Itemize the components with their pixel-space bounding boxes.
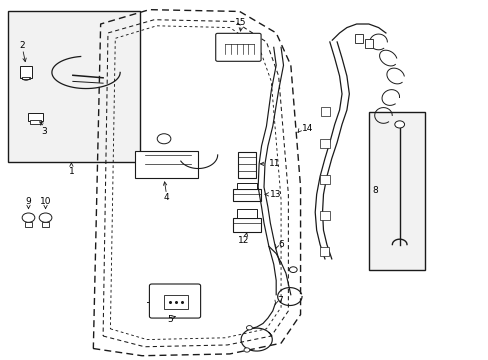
Text: 14: 14 xyxy=(301,123,312,132)
Text: 15: 15 xyxy=(235,18,246,27)
Bar xyxy=(354,34,362,42)
Text: 6: 6 xyxy=(278,240,284,249)
Bar xyxy=(42,222,49,227)
Bar xyxy=(27,113,43,121)
Bar xyxy=(320,107,329,116)
Text: 2: 2 xyxy=(20,41,25,50)
Bar xyxy=(237,183,256,189)
Bar xyxy=(319,247,329,256)
Bar xyxy=(233,189,260,201)
Bar xyxy=(320,139,329,148)
Text: 12: 12 xyxy=(238,237,249,246)
Text: 9: 9 xyxy=(25,197,31,206)
Circle shape xyxy=(289,267,297,273)
Circle shape xyxy=(157,134,170,144)
Circle shape xyxy=(244,348,249,352)
Bar xyxy=(30,120,41,125)
Bar xyxy=(238,152,255,178)
Bar xyxy=(8,12,140,162)
Text: 10: 10 xyxy=(40,197,51,206)
Text: 8: 8 xyxy=(371,186,377,195)
Bar xyxy=(20,66,32,78)
Bar xyxy=(237,209,256,218)
Circle shape xyxy=(39,213,52,222)
Bar xyxy=(368,112,424,270)
Circle shape xyxy=(246,325,252,330)
FancyBboxPatch shape xyxy=(149,284,200,318)
Bar xyxy=(320,175,329,184)
Bar xyxy=(233,218,260,232)
Bar xyxy=(319,211,329,220)
FancyBboxPatch shape xyxy=(215,33,261,61)
Bar xyxy=(135,151,198,178)
Bar xyxy=(163,295,188,309)
Bar xyxy=(22,77,30,79)
Text: 4: 4 xyxy=(163,193,169,202)
Text: 7: 7 xyxy=(277,296,283,305)
Bar xyxy=(364,40,372,48)
Text: 13: 13 xyxy=(270,190,281,199)
Bar xyxy=(25,222,32,227)
Circle shape xyxy=(394,121,404,128)
Text: 3: 3 xyxy=(41,127,47,136)
Circle shape xyxy=(22,213,35,222)
Text: 5: 5 xyxy=(167,315,173,324)
Text: 1: 1 xyxy=(68,167,74,176)
Text: 11: 11 xyxy=(268,159,280,168)
